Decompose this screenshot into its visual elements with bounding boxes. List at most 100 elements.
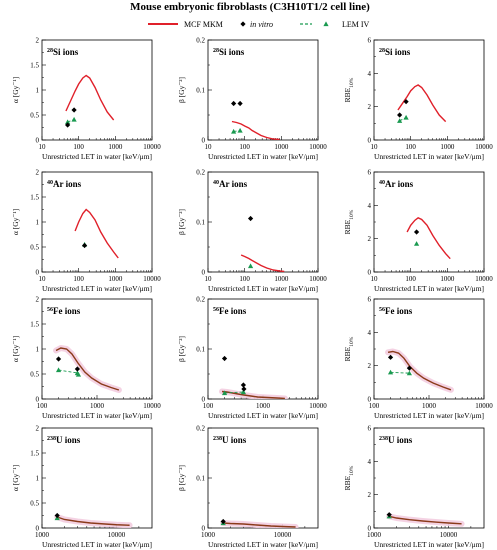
ion-symbol: Ar ions [219,179,248,189]
y-tick-label: 2 [368,362,372,370]
chart-panel: 100 1000 10000 0 0.5 1 1.5 2 Unrestricted LET in… [11,296,161,421]
ion-label: 28Si ions [379,47,411,57]
x-tick-label: 10000 [309,143,327,151]
x-tick-label: 10000 [309,275,327,283]
x-axis-label: Unrestricted LET in water [keV/μm] [374,284,484,293]
x-tick-label: 10000 [475,143,493,151]
mkm-curve [223,522,296,528]
chart-panel: 10 100 1000 10000 0 0.1 0.2 Unrestricted LET in… [177,169,327,294]
invitro-point [386,512,392,518]
y-tick-label: 0 [202,137,206,145]
mkm-curve [74,208,119,259]
x-tick-label: 100 [239,143,250,151]
lem-point [406,370,412,376]
plot-area [219,355,288,399]
y-tick-label: 2 [368,235,372,243]
invitro-point [231,100,237,107]
lem-point [237,127,243,133]
invitro-point [403,99,409,105]
invitro-point [65,122,71,128]
x-axis-label: Unrestricted LET in water [keV/μm] [208,411,318,420]
y-tick-label: 0 [368,137,372,145]
ion-symbol: Fe ions [219,306,247,316]
ion-label: 238U ions [47,435,81,445]
x-tick-label: 1000 [201,531,216,539]
figure-title: Mouse embryonic fibroblasts (C3H10T1/2 c… [130,1,370,13]
y-tick-label: 0.1 [196,219,205,227]
x-tick-label: 1000 [90,402,105,410]
x-tick-label: 10000 [440,531,458,539]
y-tick-label: 0 [36,137,40,145]
x-tick-label: 1000 [440,143,455,151]
ion-mass-number: 238 [213,436,222,442]
y-tick-label: 6 [368,425,372,433]
x-tick-label: 10 [39,275,47,283]
plot-area [231,100,280,140]
ion-label: 40Ar ions [47,179,82,189]
plot-area [220,518,299,528]
x-tick-label: 1000 [367,531,382,539]
x-tick-label: 10000 [475,275,493,283]
y-tick-label: 0.2 [196,37,205,45]
ion-mass-number: 40 [213,180,219,186]
lem-point [65,119,71,125]
y-axis-label: RBE10% [343,209,355,234]
y-tick-label: 0 [202,396,206,404]
lem-point [247,263,254,269]
x-tick-label: 100 [203,402,214,410]
x-tick-label: 1000 [256,402,271,410]
y-tick-label: 1 [36,87,40,95]
x-tick-label: 10000 [143,275,161,283]
legend-label: LEM IV [342,20,370,29]
ion-symbol: Fe ions [385,306,413,316]
y-tick-label: 0 [202,525,206,533]
ion-symbol: Si ions [53,47,79,57]
y-tick-label: 4 [368,329,372,337]
y-axis-label: RBE10% [343,77,355,102]
ion-label: 40Ar ions [213,179,248,189]
y-axis-label: β [Gy⁻²] [177,465,186,491]
chart-panel: 1000 10000 0 2 4 6 Unrestricted LET in water [… [343,425,485,549]
plot-area [65,74,115,128]
chart-panel: 1000 10000 0 0.1 0.2 Unrestricted LET in wate… [177,425,319,549]
mkm-curve [56,516,130,526]
x-tick-label: 1000 [108,143,123,151]
ion-symbol: U ions [388,435,413,445]
lem-point [240,389,246,395]
lem-point [55,367,62,373]
x-tick-label: 100 [405,275,416,283]
x-tick-label: 1000 [35,531,50,539]
y-tick-label: 0.5 [30,112,39,120]
y-axis-label: RBE10% [343,336,355,361]
mkm-uncertainty-band [53,345,122,393]
x-tick-label: 100 [239,275,250,283]
ion-mass-number: 56 [213,307,219,313]
x-tick-label: 10000 [274,531,292,539]
legend: MCF MKM in vitro LEM IV [148,20,370,29]
y-axis-label-subscript: 10% [349,465,355,476]
chart-panel: 10 100 1000 10000 0 2 4 6 Unrestricted LET in wa… [343,169,493,294]
x-tick-label: 10 [371,275,379,283]
x-tick-label: 10 [39,143,47,151]
chart-panel: 10 100 1000 10000 0 2 4 6 Unrestricted LET in wa… [343,37,493,162]
ion-mass-number: 56 [379,307,385,313]
chart-panel: 100 1000 10000 0 0.1 0.2 Unrestricted LET in w… [177,296,327,421]
x-axis-label: Unrestricted LET in water [keV/μm] [374,411,484,420]
ion-label: 56Fe ions [47,306,81,316]
ion-mass-number: 28 [213,48,219,54]
x-axis-label: Unrestricted LET in water [keV/μm] [208,152,318,161]
ion-symbol: Fe ions [53,306,81,316]
lem-point [221,390,228,396]
y-tick-label: 4 [368,70,372,78]
y-tick-label: 4 [368,458,372,466]
x-tick-label: 100 [369,402,380,410]
x-axis-label: Unrestricted LET in water [keV/μm] [42,152,152,161]
mkm-curve [387,350,452,391]
x-axis-label: Unrestricted LET in water [keV/μm] [374,152,484,161]
ion-symbol: Si ions [385,47,411,57]
ion-symbol: U ions [222,435,247,445]
y-tick-label: 0.5 [30,244,39,252]
invitro-point [74,366,80,372]
x-axis-label: Unrestricted LET in water [keV/μm] [42,540,152,549]
